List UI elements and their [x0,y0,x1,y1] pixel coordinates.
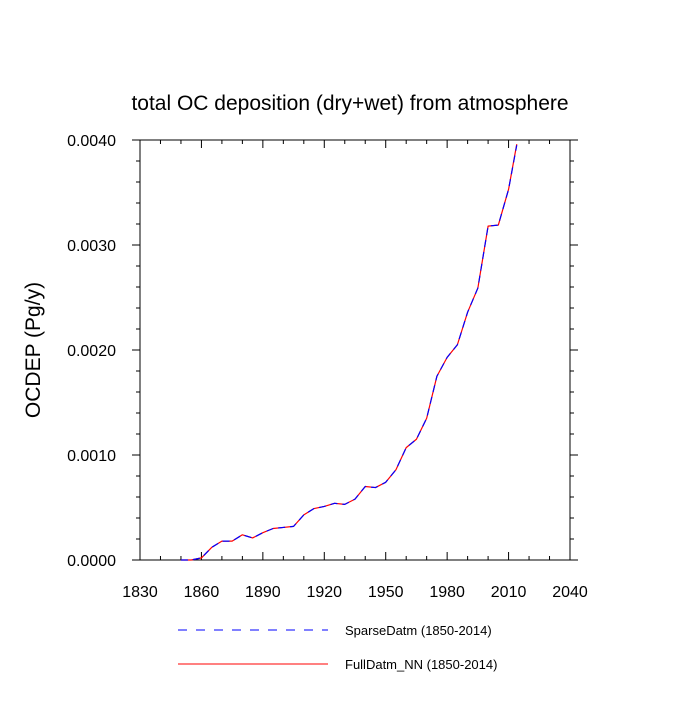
y-tick-label: 0.0020 [67,343,116,360]
y-tick-label: 0.0010 [67,448,116,465]
series-line-sparsedatm [180,145,518,561]
x-tick-label: 2040 [552,584,588,601]
x-tick-label: 1950 [368,584,404,601]
y-axis-label: OCDEP (Pg/y) [22,282,45,418]
x-tick-label: 1920 [306,584,342,601]
x-tick-label: 1860 [184,584,220,601]
legend-label: FullDatm_NN (1850-2014) [345,657,497,672]
y-tick-label: 0.0030 [67,238,116,255]
legend-label: SparseDatm (1850-2014) [345,623,492,638]
chart-title: total OC deposition (dry+wet) from atmos… [131,92,568,115]
x-tick-label: 2010 [491,584,527,601]
x-tick-label: 1890 [245,584,281,601]
plot-frame [139,139,571,561]
y-tick-label: 0.0000 [67,553,116,570]
plot-area: 1830 1860 1890 1920 1950 1980 2010 2040 0.0000 0.… [67,133,588,601]
legend: SparseDatm (1850-2014) FullDatm_NN (1850-… [178,623,497,672]
series-line-fulldatm_nn [180,144,518,561]
x-tick-label: 1980 [429,584,465,601]
y-tick-label: 0.0040 [67,133,116,150]
x-tick-label: 1830 [122,584,158,601]
